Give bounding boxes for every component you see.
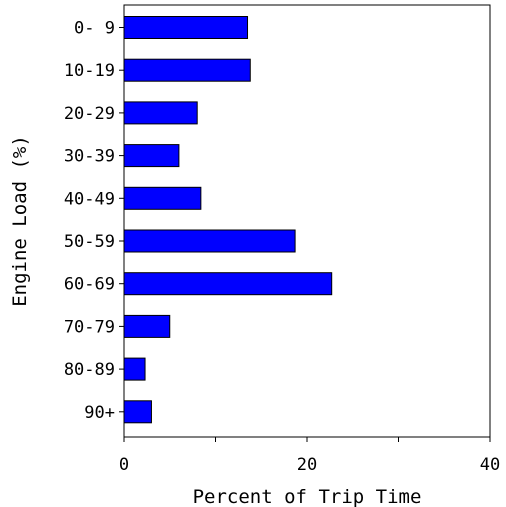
y-tick-label-8: 80-89 bbox=[64, 360, 115, 380]
y-tick-label-7: 70-79 bbox=[64, 317, 115, 337]
y-axis-label: Engine Load (%) bbox=[9, 135, 31, 307]
bars-group bbox=[123, 16, 333, 424]
y-tick-label-0: 0- 9 bbox=[74, 19, 115, 39]
bar-6 bbox=[123, 272, 333, 296]
bar-9 bbox=[123, 400, 152, 424]
bar-0 bbox=[123, 16, 249, 39]
x-ticks-group: 0 20 40 bbox=[119, 437, 500, 475]
x-tick-label-1: 20 bbox=[297, 455, 317, 475]
y-tick-label-9: 90+ bbox=[84, 403, 115, 423]
y-ticks-group: 0- 9 10-19 20-29 30-39 40-49 50-59 60-69 70-79 8… bbox=[64, 19, 124, 423]
x-tick-label-2: 40 bbox=[480, 455, 500, 475]
y-tick-label-6: 60-69 bbox=[64, 275, 115, 295]
x-tick-label-0: 0 bbox=[119, 455, 129, 475]
bar-1 bbox=[123, 58, 251, 82]
y-tick-label-1: 10-19 bbox=[64, 61, 115, 81]
y-tick-label-3: 30-39 bbox=[64, 147, 115, 167]
bar-2 bbox=[123, 101, 198, 125]
bar-5 bbox=[123, 229, 296, 253]
x-axis-label: Percent of Trip Time bbox=[193, 486, 422, 507]
y-tick-label-5: 50-59 bbox=[64, 232, 115, 252]
bar-7 bbox=[123, 314, 171, 338]
bar-3 bbox=[123, 144, 180, 168]
y-tick-label-4: 40-49 bbox=[64, 189, 115, 209]
bar-4 bbox=[123, 186, 202, 210]
bar-8 bbox=[123, 357, 146, 381]
y-tick-label-2: 20-29 bbox=[64, 104, 115, 124]
